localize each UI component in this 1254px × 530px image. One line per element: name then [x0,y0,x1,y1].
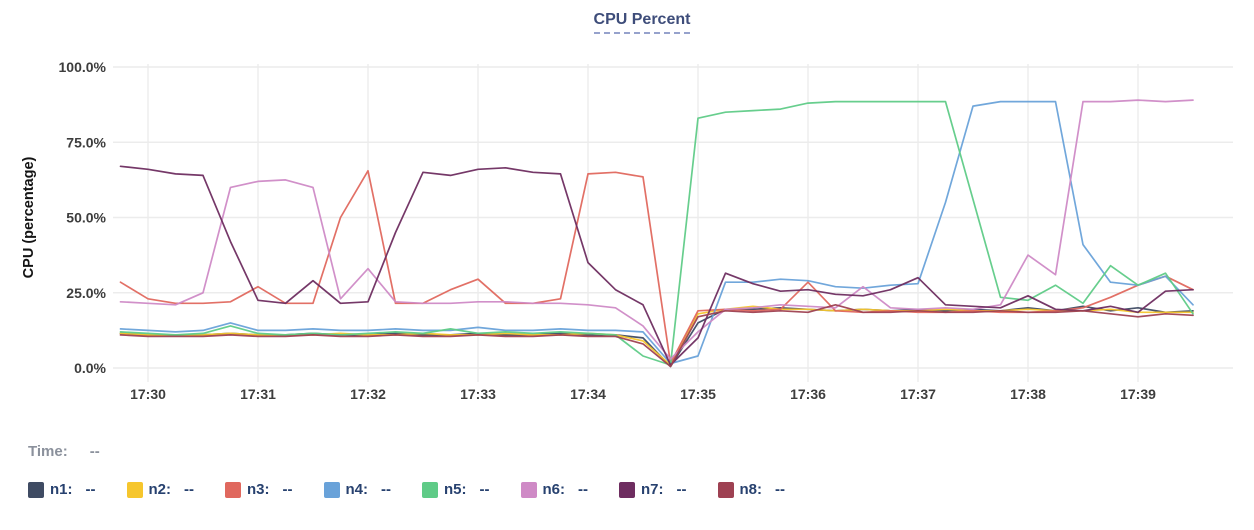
time-readout: Time: -- [28,443,100,460]
legend-swatch [717,481,734,498]
y-tick-label: 25.0% [66,285,106,301]
x-tick-label: 17:31 [240,386,276,402]
x-tick-label: 17:37 [900,386,936,402]
grid: 0.0% 25.0% 50.0% 75.0% 100.0% 17:30 17:31 17:32… [59,59,1233,402]
y-tick-label: 100.0% [59,59,107,75]
legend-item-n5[interactable]: n5: -- [422,481,490,498]
legend-series-value: -- [479,481,490,498]
legend-item-n7[interactable]: n7: -- [619,481,687,498]
legend-item-n4[interactable]: n4: -- [323,481,391,498]
series-line-n6[interactable] [119,99,1194,360]
legend-series-name: n6: [542,481,566,498]
legend-swatch [520,481,537,498]
series-line-n4[interactable] [119,100,1194,365]
series-line-n5[interactable] [119,100,1194,366]
legend-item-n8[interactable]: n8: -- [717,481,785,498]
legend-item-n1[interactable]: n1: -- [28,481,96,498]
legend-series-value: -- [85,481,96,498]
x-tick-label: 17:38 [1010,386,1046,402]
time-value: -- [89,443,100,460]
series-line-n8[interactable] [119,303,1194,368]
legend-swatch [225,481,241,498]
legend-swatch [619,481,635,498]
legend-swatch [323,481,340,498]
legend-item-n6[interactable]: n6: -- [520,481,588,498]
chart-title[interactable]: CPU Percent [593,10,691,35]
y-tick-label: 0.0% [74,360,106,376]
legend-series-name: n4: [345,481,369,498]
legend-series-name: n2: [148,481,172,498]
x-tick-label: 17:34 [570,386,606,402]
series-line-n7[interactable] [119,165,1194,366]
legend-series-value: -- [676,481,687,498]
legend-swatch [422,481,438,498]
x-tick-label: 17:32 [350,386,386,402]
legend-series-name: n3: [247,481,270,498]
legend-swatch [126,481,143,498]
time-label: Time: [28,443,68,460]
y-axis-label: CPU (percentage) [21,157,37,279]
legend-series-value: -- [578,481,588,498]
x-tick-label: 17:36 [790,386,826,402]
legend-series-name: n5: [444,481,467,498]
legend-series-name: n7: [641,481,664,498]
x-tick-label: 17:35 [680,386,716,402]
legend-swatch [28,481,44,498]
legend-series-value: -- [282,481,293,498]
series-lines [119,99,1194,368]
legend-series-value: -- [381,481,391,498]
legend: n1: -- n2: -- n3: -- n4: -- n5: -- n6: -… [28,481,785,498]
legend-series-value: -- [775,481,785,498]
x-tick-label: 17:39 [1120,386,1156,402]
legend-series-name: n8: [739,481,763,498]
x-tick-label: 17:30 [130,386,166,402]
legend-item-n3[interactable]: n3: -- [225,481,293,498]
chart-header: CPU Percent [0,10,1254,35]
legend-item-n2[interactable]: n2: -- [126,481,194,498]
legend-series-name: n1: [50,481,73,498]
cpu-chart[interactable]: 0.0% 25.0% 50.0% 75.0% 100.0% 17:30 17:31 17:32… [0,0,1254,418]
y-tick-label: 50.0% [66,210,106,226]
legend-series-value: -- [184,481,194,498]
y-tick-label: 75.0% [66,134,106,150]
x-tick-label: 17:33 [460,386,496,402]
